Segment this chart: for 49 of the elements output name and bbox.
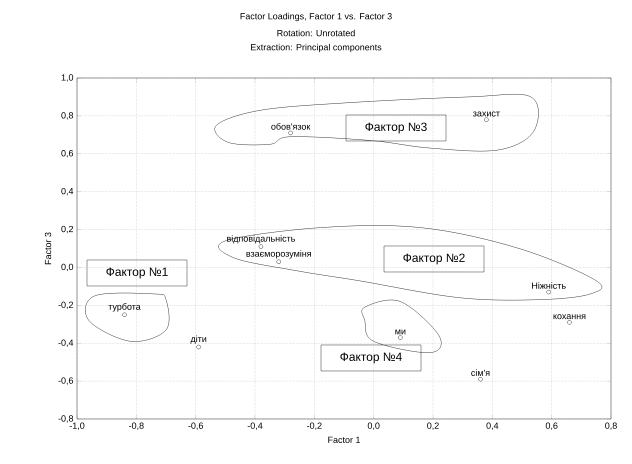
y-tick-label: 0,2 <box>61 226 74 234</box>
x-tick-label: -0,4 <box>248 422 262 430</box>
x-tick-label: 0,4 <box>486 422 498 430</box>
y-tick-label: -0,2 <box>58 302 74 310</box>
annotation: відповідальність <box>227 235 296 244</box>
annotation: діти <box>190 336 206 344</box>
x-tick-label: -1,0 <box>70 422 84 430</box>
point <box>122 312 127 317</box>
x-axis-title: Factor 1 <box>328 436 360 444</box>
annotation: турбота <box>108 303 141 312</box>
point <box>478 377 483 382</box>
x-tick-label: -0,6 <box>188 422 204 430</box>
annotation: Фактор №1 <box>106 268 168 278</box>
chart-title: Factor Loadings, Factor 1 vs. Factor 3 <box>240 12 392 22</box>
x-tick-label: -0,2 <box>307 422 322 430</box>
text: Extraction: Principal components <box>251 44 382 52</box>
annotation: Фактор №4 <box>340 352 402 364</box>
y-tick-label: 1,0 <box>62 74 74 82</box>
annotation: сім'я <box>471 369 490 376</box>
annotation: Ніжність <box>532 282 566 289</box>
annotation: захист <box>473 112 500 116</box>
x-tick-label: 0,2 <box>427 422 439 430</box>
point <box>258 244 264 249</box>
y-tick-label: -0,6 <box>58 377 74 385</box>
point <box>484 117 489 122</box>
point <box>196 344 201 350</box>
annotation: Фактор №3 <box>365 122 427 134</box>
y-tick-label: 0,6 <box>61 150 74 158</box>
point <box>288 130 293 136</box>
y-tick-label: 0,4 <box>61 188 74 196</box>
x-tick-label: 0,0 <box>368 422 380 430</box>
y-tick-label: -0,4 <box>58 340 74 347</box>
y-tick-label: 0,8 <box>61 112 74 120</box>
x-tick-label: 0,8 <box>605 422 617 430</box>
point <box>398 335 403 340</box>
y-tick-label: -0,8 <box>58 415 74 423</box>
annotation: Фактор №2 <box>403 254 465 264</box>
annotation: взаєморозуміня <box>246 250 311 259</box>
x-tick-label: -0,8 <box>129 422 144 430</box>
chart-subtitle: Rotation: Unrotated <box>277 30 355 36</box>
annotation: обов'язок <box>271 123 310 130</box>
x-tick-label: 0,6 <box>546 422 558 430</box>
annotation: ми <box>395 330 406 334</box>
y-tick-label: 0,0 <box>61 264 74 272</box>
point <box>546 290 551 294</box>
point <box>276 260 281 264</box>
y-axis-title: Factor 3 <box>44 232 52 264</box>
point <box>567 320 572 325</box>
annotation: кохання <box>554 314 586 320</box>
